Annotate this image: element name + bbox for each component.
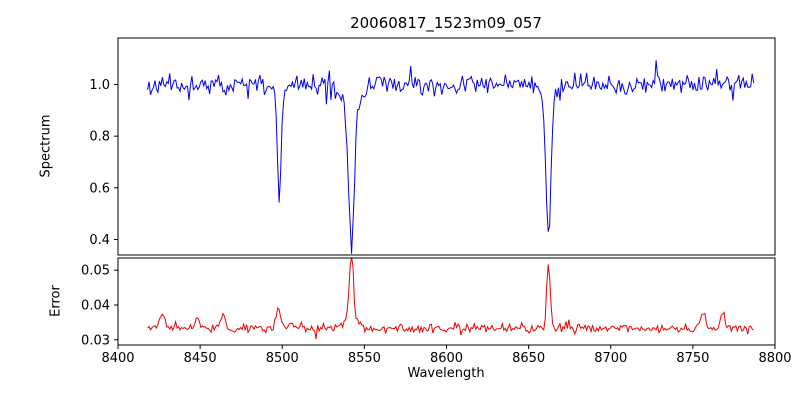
x-tick-label: 8400 (101, 351, 134, 366)
error-y-tick-label: 0.03 (81, 333, 110, 348)
spectrum-y-tick-label: 0.8 (89, 130, 110, 145)
error-line (147, 258, 754, 340)
x-axis-label: Wavelength (407, 366, 485, 381)
spectrum-y-tick-label: 1.0 (89, 78, 110, 93)
x-tick-label: 8500 (266, 351, 299, 366)
x-tick-label: 8600 (430, 351, 463, 366)
x-tick-label: 8550 (348, 351, 381, 366)
x-tick-label: 8650 (512, 351, 545, 366)
x-tick-label: 8800 (758, 351, 791, 366)
error-y-tick-label: 0.04 (81, 298, 110, 313)
x-tick-label: 8750 (676, 351, 709, 366)
x-tick-label: 8700 (594, 351, 627, 366)
spectrum-axes-box (117, 37, 776, 256)
x-tick-label: 8450 (184, 351, 217, 366)
spectrum-line (147, 60, 755, 254)
spectrum-y-tick-label: 0.4 (89, 233, 110, 248)
chart-title: 20060817_1523m09_057 (350, 14, 542, 32)
error-y-tick-label: 0.05 (81, 264, 110, 279)
spectrum-y-tick-label: 0.6 (89, 181, 110, 196)
